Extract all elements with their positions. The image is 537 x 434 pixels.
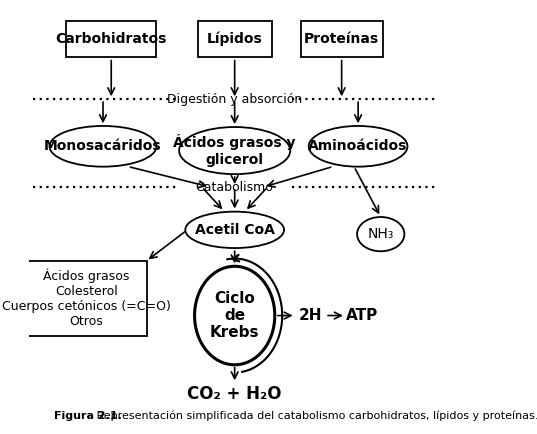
Text: Lípidos: Lípidos: [207, 32, 263, 46]
Ellipse shape: [357, 217, 404, 251]
Text: Proteínas: Proteínas: [304, 32, 379, 46]
FancyBboxPatch shape: [301, 21, 383, 57]
Text: Carbohidratos: Carbohidratos: [55, 32, 167, 46]
Ellipse shape: [185, 212, 284, 248]
Text: Ácidos grasos y
glicerol: Ácidos grasos y glicerol: [173, 135, 296, 167]
Text: NH₃: NH₃: [367, 227, 394, 241]
Ellipse shape: [194, 266, 275, 365]
Text: Representación simplificada del catabolismo carbohidratos, lípidos y proteínas.: Representación simplificada del cataboli…: [93, 410, 537, 421]
Text: Ciclo
de
Krebs: Ciclo de Krebs: [210, 291, 259, 340]
Text: Digestión y absorción: Digestión y absorción: [167, 93, 302, 105]
Text: Acetil CoA: Acetil CoA: [195, 223, 274, 237]
Text: Aminoácidos: Aminoácidos: [308, 139, 408, 153]
FancyBboxPatch shape: [66, 21, 156, 57]
Text: CO₂ + H₂O: CO₂ + H₂O: [187, 385, 282, 402]
Text: Figura 2.1.: Figura 2.1.: [54, 411, 121, 421]
Text: ATP: ATP: [346, 308, 379, 323]
Ellipse shape: [49, 126, 156, 167]
FancyBboxPatch shape: [198, 21, 272, 57]
FancyBboxPatch shape: [26, 261, 147, 336]
Ellipse shape: [179, 127, 290, 174]
Text: Monosacáridos: Monosacáridos: [44, 139, 162, 153]
Ellipse shape: [309, 126, 408, 167]
Text: Ácidos grasos
Colesterol
Cuerpos cetónicos (=C=O)
Otros: Ácidos grasos Colesterol Cuerpos cetónic…: [2, 269, 171, 328]
Text: Catabolismo: Catabolismo: [195, 181, 274, 194]
Text: 2H: 2H: [299, 308, 323, 323]
